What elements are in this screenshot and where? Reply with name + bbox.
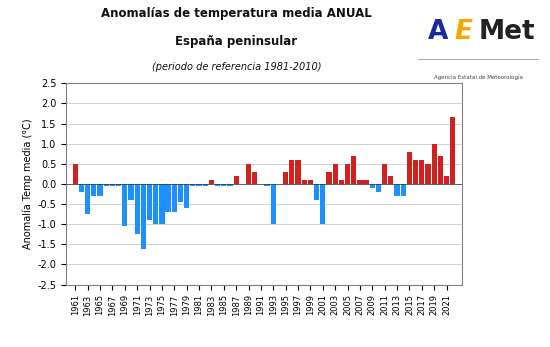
Text: A: A xyxy=(428,19,448,45)
Bar xyxy=(85,184,90,214)
Y-axis label: Anomalía Temp media (°C): Anomalía Temp media (°C) xyxy=(23,119,33,249)
Text: España peninsular: España peninsular xyxy=(175,35,298,48)
Text: Met: Met xyxy=(478,19,535,45)
Bar xyxy=(147,184,152,220)
Bar xyxy=(234,176,239,184)
Bar xyxy=(450,118,455,184)
Bar xyxy=(172,184,177,212)
Bar xyxy=(370,184,375,188)
Bar xyxy=(91,184,96,196)
Bar xyxy=(388,176,393,184)
Bar xyxy=(103,184,109,186)
Bar xyxy=(432,144,437,184)
Bar xyxy=(166,184,170,212)
Bar xyxy=(160,184,164,224)
Bar xyxy=(358,180,362,184)
Bar xyxy=(364,180,368,184)
Bar xyxy=(190,184,195,186)
Bar xyxy=(265,184,270,186)
Text: Agencia Estatal de Meteorología: Agencia Estatal de Meteorología xyxy=(434,75,523,80)
Bar xyxy=(141,184,146,249)
Bar xyxy=(295,160,301,184)
Bar xyxy=(184,184,189,208)
Bar xyxy=(425,164,431,184)
Bar xyxy=(122,184,128,226)
Bar xyxy=(196,184,202,186)
Bar xyxy=(221,184,227,186)
Bar xyxy=(227,184,233,186)
Bar xyxy=(153,184,158,224)
Text: (periodo de referencia 1981-2010): (periodo de referencia 1981-2010) xyxy=(152,62,321,73)
Bar xyxy=(110,184,115,186)
Bar xyxy=(407,152,412,184)
Bar xyxy=(79,184,84,192)
Text: Anomalías de temperatura media ANUAL: Anomalías de temperatura media ANUAL xyxy=(101,7,372,20)
Bar xyxy=(400,184,406,196)
Bar xyxy=(202,184,208,186)
Bar xyxy=(301,180,307,184)
Bar xyxy=(97,184,103,196)
Text: E: E xyxy=(454,19,472,45)
Bar xyxy=(333,164,338,184)
Bar xyxy=(283,172,288,184)
Bar xyxy=(339,180,344,184)
Bar xyxy=(116,184,121,186)
Bar xyxy=(271,184,276,224)
Bar xyxy=(246,164,251,184)
Bar xyxy=(444,176,449,184)
Bar xyxy=(345,164,350,184)
Bar xyxy=(376,184,381,192)
Bar xyxy=(215,184,220,186)
Bar xyxy=(320,184,326,224)
Bar xyxy=(73,164,78,184)
Bar xyxy=(314,184,319,200)
Bar xyxy=(289,160,294,184)
Bar xyxy=(308,180,313,184)
Bar xyxy=(209,180,214,184)
Bar xyxy=(419,160,425,184)
Bar xyxy=(178,184,183,202)
Bar xyxy=(326,172,332,184)
Bar xyxy=(135,184,140,234)
Bar xyxy=(351,156,356,184)
Bar xyxy=(394,184,400,196)
Bar xyxy=(438,156,443,184)
Bar xyxy=(252,172,257,184)
Bar xyxy=(128,184,134,200)
Bar xyxy=(413,160,418,184)
Bar xyxy=(382,164,387,184)
